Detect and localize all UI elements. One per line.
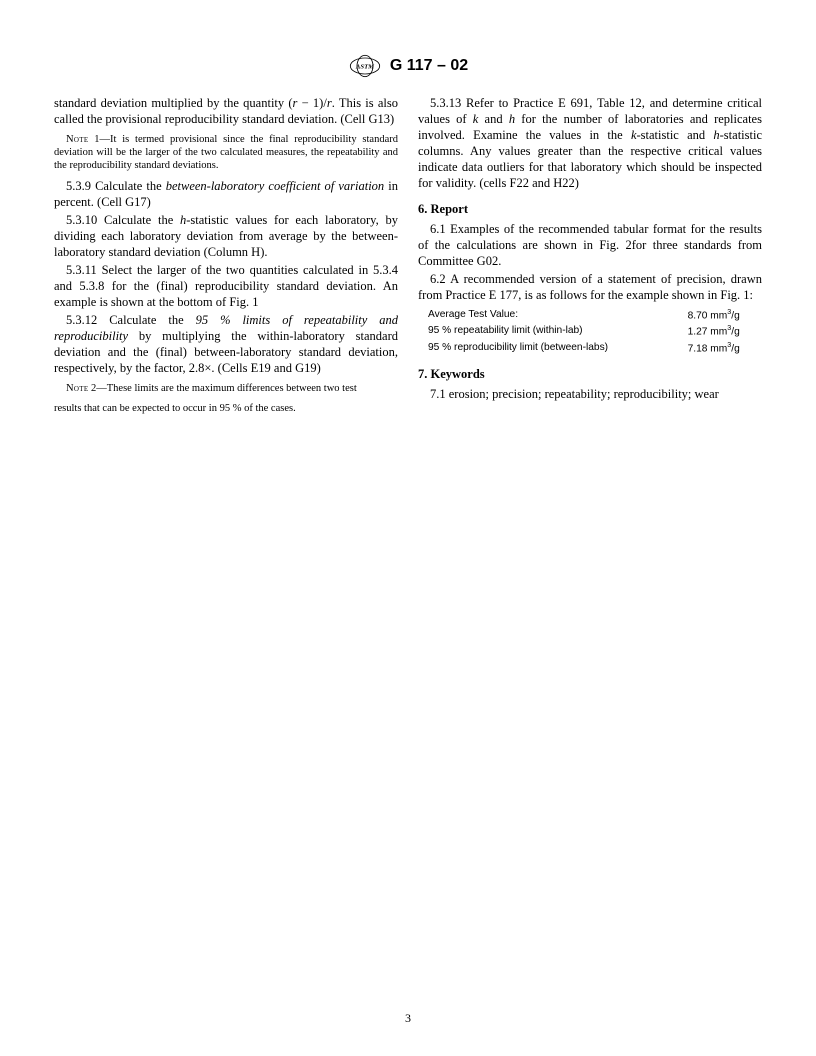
precision-example-table: Average Test Value:8.70 mm3/g95 % repeat…: [418, 307, 762, 356]
table-row: 95 % reproducibility limit (between-labs…: [418, 340, 762, 356]
para-6-1: 6.1 Examples of the recommended tabular …: [418, 221, 762, 269]
note-2-part2: results that can be expected to occur in…: [54, 402, 398, 415]
note-2-part1: Note 2—These limits are the maximum diff…: [54, 382, 398, 395]
designation-text: G 117 – 02: [390, 57, 468, 75]
text-columns: standard deviation multiplied by the qua…: [54, 95, 762, 415]
page-header: ASTM G 117 – 02: [54, 54, 762, 83]
para-7-1: 7.1 erosion; precision; repeatability; r…: [418, 386, 762, 402]
table-label: 95 % reproducibility limit (between-labs…: [418, 340, 664, 356]
section-6-heading: 6. Report: [418, 201, 762, 217]
para-5-3-10: 5.3.10 Calculate the h-statistic values …: [54, 212, 398, 260]
para-5-3-13: 5.3.13 Refer to Practice E 691, Table 12…: [418, 95, 762, 191]
astm-logo-icon: ASTM: [348, 54, 382, 78]
page-number: 3: [0, 1011, 816, 1026]
table-value: 1.27 mm3/g: [664, 323, 762, 339]
table-row: Average Test Value:8.70 mm3/g: [418, 307, 762, 323]
table-value: 8.70 mm3/g: [664, 307, 762, 323]
para-6-2: 6.2 A recommended version of a statement…: [418, 271, 762, 303]
table-label: Average Test Value:: [418, 307, 664, 323]
para-5-3-9: 5.3.9 Calculate the between-laboratory c…: [54, 178, 398, 210]
note-1: Note 1—It is termed provisional since th…: [54, 133, 398, 172]
table-row: 95 % repeatability limit (within-lab)1.2…: [418, 323, 762, 339]
para-5-3-12: 5.3.12 Calculate the 95 % limits of repe…: [54, 312, 398, 376]
para-5-3-8-continued: standard deviation multiplied by the qua…: [54, 95, 398, 127]
para-5-3-11: 5.3.11 Select the larger of the two quan…: [54, 262, 398, 310]
section-7-heading: 7. Keywords: [418, 366, 762, 382]
table-value: 7.18 mm3/g: [664, 340, 762, 356]
svg-text:ASTM: ASTM: [355, 64, 375, 71]
table-label: 95 % repeatability limit (within-lab): [418, 323, 664, 339]
